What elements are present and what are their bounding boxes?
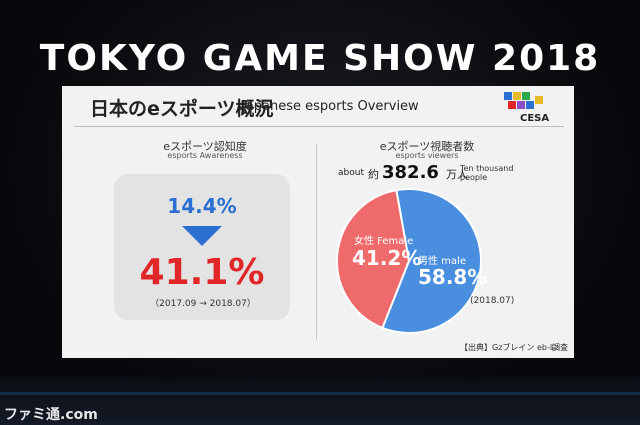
slide-subtitle: Japanese esports Overview — [242, 99, 419, 114]
pie-slice-male — [381, 188, 482, 334]
awareness-heading: eスポーツ認知度 — [163, 140, 247, 153]
column-divider — [316, 144, 317, 340]
presentation-slide: 日本のeスポーツ概況 Japanese esports Overview CES… — [62, 86, 574, 358]
viewers-subheading: esports viewers — [395, 151, 459, 160]
down-arrow-icon — [182, 226, 222, 246]
awareness-subheading: esports Awareness — [167, 151, 243, 160]
logo-wordmark: CESA — [520, 113, 550, 124]
female-slice-value: 41.2% — [352, 246, 422, 270]
awareness-panel: 14.4% 41.1% — [114, 174, 290, 320]
title-divider — [74, 126, 564, 127]
pie-slice-female — [336, 188, 411, 330]
slide-title: 日本のeスポーツ概況 — [90, 98, 274, 120]
page-number: 12 — [550, 344, 559, 352]
viewers-period: (2018.07) — [470, 296, 515, 306]
viewers-approx: 約 — [368, 168, 379, 181]
stage-light-strip — [0, 392, 640, 395]
awareness-after-value: 41.1% — [139, 252, 265, 293]
awareness-before-value: 14.4% — [167, 194, 237, 218]
cesa-logo-icon — [504, 92, 543, 109]
event-banner-title: TOKYO GAME SHOW 2018 — [39, 38, 601, 79]
viewers-about: about — [338, 168, 364, 178]
stage-floor — [0, 378, 640, 425]
source-note: 【出典】Gzブレイン eb-i調査 — [460, 343, 569, 352]
viewers-unit: 万人 — [446, 168, 468, 181]
viewers-gender-pie-chart — [336, 188, 482, 334]
watermark-logo: ファミ通.com — [4, 407, 98, 423]
viewers-heading: eスポーツ視聴者数 — [379, 140, 475, 153]
viewers-value: 382.6 — [382, 162, 439, 183]
male-slice-value: 58.8% — [418, 265, 488, 289]
male-slice-label: 男性 male — [418, 256, 466, 267]
awareness-period: （2017.09 → 2018.07） — [150, 299, 256, 309]
viewers-unit-en: Ten thousand people — [460, 164, 514, 182]
female-slice-label: 女性 Female — [354, 236, 414, 247]
